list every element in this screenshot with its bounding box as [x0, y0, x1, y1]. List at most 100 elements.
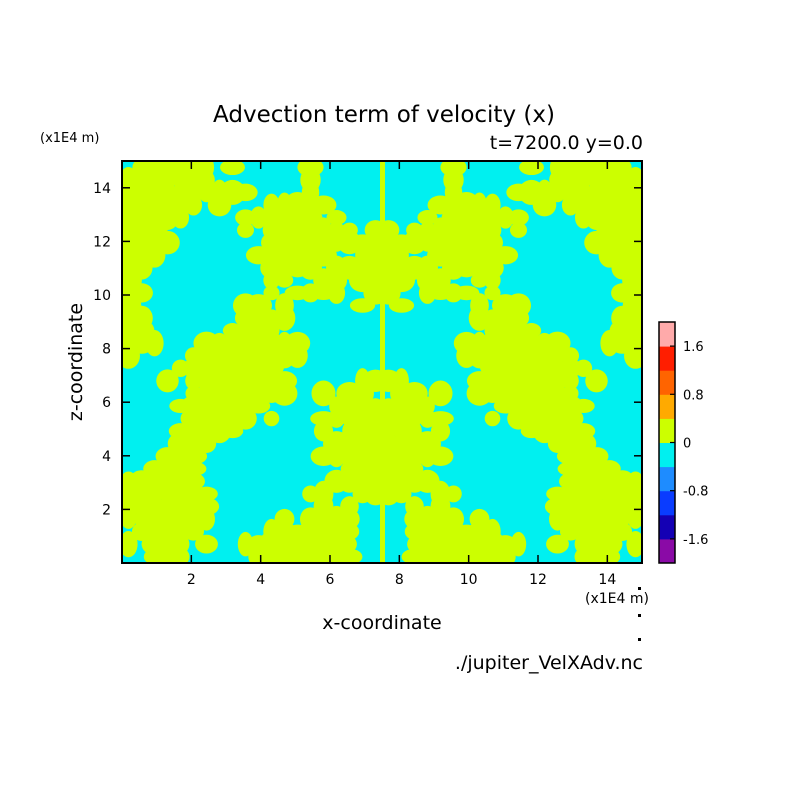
positive-patch — [195, 534, 218, 554]
positive-patch — [510, 222, 527, 238]
positive-patch — [574, 547, 593, 563]
positive-patch — [547, 434, 568, 453]
positive-patch — [198, 507, 215, 531]
positive-patch — [326, 210, 347, 226]
positive-patch — [196, 434, 217, 453]
positive-patch — [171, 206, 190, 229]
x-tick-label: 14 — [598, 572, 616, 588]
positive-patch — [418, 445, 437, 468]
positive-patch — [207, 193, 232, 217]
positive-patch — [156, 205, 179, 230]
positive-patch — [271, 381, 298, 406]
colorbar-segment — [659, 394, 675, 419]
y-tick-label: 8 — [102, 342, 111, 358]
positive-patch — [275, 272, 294, 288]
positive-patch — [237, 222, 254, 238]
y-unit-label: (x1E4 m) — [40, 131, 99, 146]
positive-patch — [198, 182, 215, 203]
colorbar: 1.6 0.8 0 -0.8 -1.6 — [658, 321, 708, 564]
positive-patch — [287, 343, 308, 368]
positive-patch — [388, 298, 415, 313]
colorbar-segment — [659, 346, 675, 371]
positive-patch — [419, 409, 436, 428]
positive-patch — [327, 445, 346, 468]
positive-patch — [311, 380, 336, 407]
x-tick-label: 8 — [395, 572, 404, 588]
positive-region-layer — [122, 161, 642, 563]
colorbar-segment — [659, 442, 675, 468]
chart-title: Advection term of velocity (x) — [213, 102, 555, 128]
positive-patch — [336, 548, 363, 563]
x-axis-ticks: 2 4 6 8 10 12 14 — [187, 161, 616, 588]
positive-patch — [427, 195, 454, 215]
y-axis-ticks: 2 4 6 8 10 12 14 — [93, 181, 642, 518]
positive-patch — [235, 209, 256, 226]
positive-patch — [532, 419, 557, 444]
colorbar-label: -0.8 — [683, 485, 708, 500]
positive-patch — [263, 410, 280, 427]
positive-patch — [237, 531, 254, 557]
positive-patch — [480, 361, 505, 376]
heatmap-plot-area — [121, 160, 643, 564]
positive-patch — [263, 285, 280, 301]
x-unit-label: (x1E4 m) — [585, 591, 649, 607]
positive-patch — [234, 407, 257, 430]
positive-patch — [507, 407, 530, 430]
positive-patch — [428, 380, 453, 407]
positive-patch — [562, 371, 579, 390]
x-tick-label: 4 — [256, 572, 265, 588]
positive-patch — [561, 194, 580, 216]
positive-patch — [520, 424, 543, 439]
y-tick-label: 2 — [102, 502, 111, 518]
y-axis-label: z-coordinate — [65, 303, 87, 421]
positive-patch — [466, 381, 493, 406]
colorbar-label: -1.6 — [683, 533, 708, 548]
positive-patch — [418, 281, 437, 304]
positive-patch — [401, 548, 428, 563]
positive-patch — [468, 305, 491, 331]
colorbar-segment — [659, 514, 675, 540]
positive-patch — [549, 507, 566, 531]
positive-patch — [259, 361, 284, 376]
positive-patch — [484, 285, 501, 301]
positive-patch — [180, 461, 207, 477]
positive-patch — [510, 531, 527, 557]
positive-patch — [546, 534, 569, 554]
positive-patch — [207, 419, 232, 444]
positive-patch — [506, 183, 531, 202]
positive-patch — [327, 281, 346, 304]
positive-patch — [508, 209, 529, 226]
colorbar-label: 1.6 — [683, 340, 704, 355]
positive-patch — [221, 424, 244, 439]
positive-patch — [546, 486, 569, 502]
positive-patch — [184, 194, 203, 216]
positive-patch — [342, 536, 357, 552]
positive-patch — [171, 547, 190, 563]
colorbar-label: 0.8 — [683, 388, 704, 403]
positive-patch — [417, 210, 438, 226]
positive-patch — [349, 298, 376, 313]
positive-patch — [407, 536, 422, 552]
positive-patch — [156, 369, 179, 393]
x-axis-label: x-coordinate — [322, 612, 441, 634]
positive-patch — [195, 486, 218, 502]
positive-patch — [484, 410, 501, 427]
positive-patch — [574, 206, 593, 229]
colorbar-segment — [659, 418, 675, 443]
positive-patch — [470, 272, 489, 288]
x-tick-label: 2 — [187, 572, 196, 588]
positive-patch — [328, 409, 345, 428]
colorbar-segment — [659, 370, 675, 395]
x-tick-label: 6 — [326, 572, 335, 588]
colorbar-segment — [659, 490, 675, 516]
positive-patch — [624, 342, 642, 369]
corner-markers — [638, 587, 641, 641]
center-stripe — [380, 161, 385, 563]
positive-patch — [493, 398, 518, 414]
colorbar-segment — [659, 466, 675, 492]
positive-patch — [310, 195, 337, 215]
positive-patch — [559, 522, 582, 541]
positive-patch — [233, 183, 258, 202]
positive-patch — [122, 509, 137, 529]
